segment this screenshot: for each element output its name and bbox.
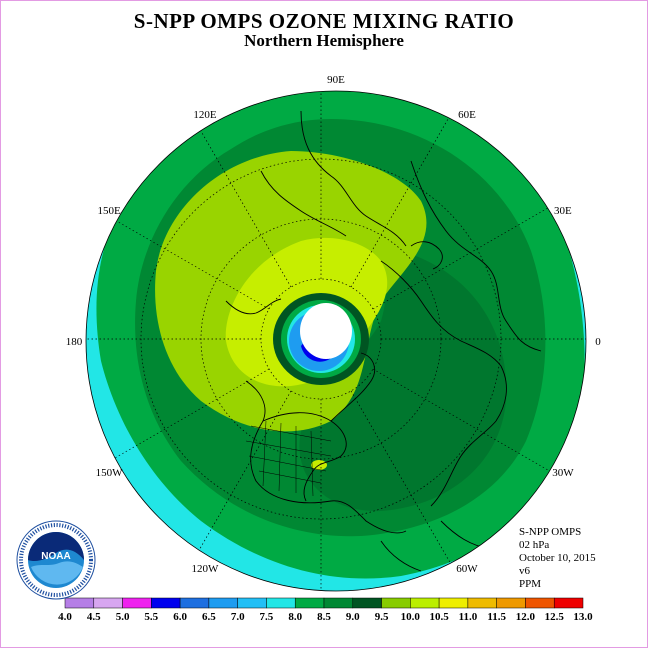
meridian-line — [372, 368, 581, 490]
longitude-label: 150W — [96, 467, 124, 479]
colorbar-tick-label: 11.5 — [487, 611, 506, 623]
colorbar-swatch — [525, 597, 555, 609]
colorbar-tick-label: 7.5 — [260, 611, 274, 623]
colorbar-swatch — [93, 597, 123, 609]
state-boundaries — [245, 420, 332, 497]
meridian-line — [86, 368, 270, 490]
colorbar-swatch — [323, 597, 354, 609]
colorbar-tick-label: 5.5 — [144, 611, 158, 623]
meridian-line — [372, 188, 581, 310]
colorbar-tick-label: 10.5 — [429, 611, 449, 623]
noaa-logo-text: NOAA — [41, 551, 70, 562]
longitude-label: 150E — [97, 205, 121, 217]
info-level: 02 hPa — [519, 539, 550, 551]
no-data-cap — [300, 303, 352, 359]
colorbar-swatch — [438, 597, 469, 609]
colorbar-tick-label: 11.0 — [459, 611, 478, 623]
colorbar-tick-label: 9.5 — [375, 611, 389, 623]
colorbar-tick-label: 9.0 — [346, 611, 360, 623]
colorbar-swatch — [179, 597, 210, 609]
colorbar-tick-label: 6.5 — [202, 611, 216, 623]
info-version: v6 — [519, 565, 530, 577]
noaa-logo-icon: NOAA — [15, 519, 97, 606]
info-date: October 10, 2015 — [519, 552, 596, 564]
longitude-label: 120W — [192, 563, 220, 575]
info-instrument: S-NPP OMPS — [519, 526, 582, 538]
colorbar-swatch — [266, 597, 296, 609]
colorbar-tick-label: 13.0 — [573, 611, 593, 623]
graticule — [86, 91, 586, 591]
map-title: S-NPP OMPS OZONE MIXING RATIO — [133, 9, 515, 33]
colorbar-swatch — [294, 597, 325, 609]
map-subtitle: Northern Hemisphere — [244, 31, 404, 50]
colorbar-swatch — [553, 597, 584, 609]
colorbar-swatch — [122, 597, 152, 609]
colorbar-tick-label: 6.0 — [173, 611, 187, 623]
colorbar: 4.0 4.5 5.0 5.5 6.0 6.5 7.0 7.5 8.0 8.5 9.0 9.5 10.0… — [58, 597, 593, 623]
band-darkgreen-2 — [299, 251, 507, 512]
colorbar-swatch — [467, 597, 497, 609]
meridian-line — [86, 188, 270, 310]
longitude-label: 120E — [193, 109, 217, 121]
colorbar-tick-label: 8.5 — [317, 611, 331, 623]
longitude-label: 30W — [552, 467, 574, 479]
colorbar-swatch — [208, 597, 238, 609]
coastlines — [225, 110, 542, 572]
colorbar-tick-label: 7.0 — [231, 611, 245, 623]
longitude-label: 60W — [456, 563, 478, 575]
longitude-label: 0 — [595, 336, 601, 348]
colorbar-tick-label: 10.0 — [401, 611, 421, 623]
colorbar-tick-label: 4.0 — [58, 611, 72, 623]
colorbar-tick-label: 5.0 — [116, 611, 130, 623]
colorbar-swatch — [410, 597, 440, 609]
info-block: S-NPP OMPS 02 hPa October 10, 2015 v6 PP… — [519, 526, 596, 591]
colorbar-swatch — [151, 597, 181, 609]
longitude-label: 30E — [554, 205, 572, 217]
colorbar-tick-label: 12.5 — [545, 611, 565, 623]
map-boundary — [85, 90, 587, 592]
colorbar-swatch — [496, 597, 526, 609]
colorbar-swatch — [381, 597, 411, 609]
info-units: PPM — [519, 578, 542, 590]
colorbar-swatch — [352, 597, 382, 609]
colorbar-tick-label: 12.0 — [516, 611, 536, 623]
longitude-label: 180 — [66, 336, 83, 348]
ozone-field — [86, 91, 586, 591]
longitude-label: 60E — [458, 109, 476, 121]
colorbar-tick-label: 8.0 — [288, 611, 302, 623]
longitude-label: 90E — [327, 74, 345, 86]
colorbar-tick-label: 4.5 — [87, 611, 101, 623]
colorbar-swatch — [237, 597, 267, 609]
